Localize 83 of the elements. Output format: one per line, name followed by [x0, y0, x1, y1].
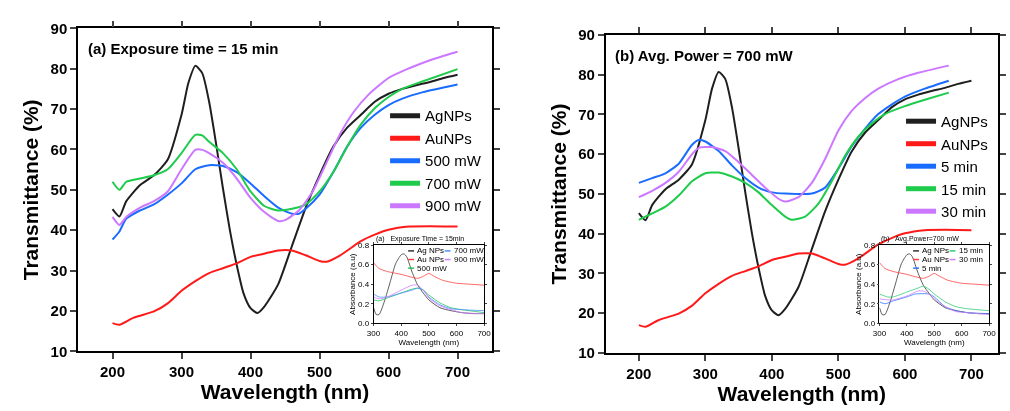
y-tick-label: 0.2 — [358, 299, 370, 309]
legend-label: 900 mW — [454, 255, 485, 264]
x-tick-label: 600 — [376, 363, 402, 381]
legend-label: AgNPs — [941, 113, 988, 131]
x-tick-label: 300 — [169, 363, 195, 381]
legend-label: 500 mW — [417, 264, 448, 273]
x-tick-label: 700 — [958, 364, 984, 382]
y-axis-title: Transmittance (%) — [546, 103, 570, 285]
x-tick-label: 700 — [982, 328, 997, 338]
y-tick-label: 90 — [578, 26, 595, 44]
x-tick-label: 500 — [927, 328, 942, 338]
line-series — [879, 285, 990, 312]
x-tick-label: 700 — [477, 328, 492, 338]
x-axis-title: Wavelength (nm) — [717, 381, 886, 405]
legend-label: AuNPs — [941, 135, 988, 153]
x-tick-label: 500 — [307, 363, 333, 381]
y-tick-label: 10 — [578, 344, 595, 362]
y-tick-label: 20 — [578, 304, 595, 322]
x-tick-label: 400 — [238, 363, 264, 381]
x-tick-label: 400 — [759, 364, 785, 382]
y-tick-label: 0.6 — [358, 260, 370, 270]
y-tick-label: 0.8 — [863, 240, 876, 250]
y-axis-title: Absorbance (a.u) — [347, 253, 357, 315]
y-tick-label: 0.4 — [863, 280, 876, 290]
x-tick-label: 400 — [900, 328, 915, 338]
legend-label: Ag NPs — [922, 246, 950, 255]
legend-label: 30 min — [941, 203, 987, 221]
x-axis-title: Wavelength (nm) — [398, 337, 460, 347]
y-tick-label: 80 — [50, 59, 68, 77]
x-tick-label: 300 — [692, 364, 718, 382]
legend-label: Au NPs — [922, 255, 950, 264]
y-tick-label: 90 — [50, 19, 68, 37]
text: (b) Avg. Power = 700 mW — [615, 47, 794, 64]
legend-label: AuNPs — [425, 129, 472, 147]
x-tick-label: 600 — [892, 364, 918, 382]
y-tick-label: 70 — [50, 100, 68, 118]
x-tick-label: 400 — [394, 328, 409, 338]
legend-label: 5 min — [922, 264, 942, 273]
legend-label: 15 min — [959, 246, 984, 255]
y-tick-label: 10 — [50, 342, 68, 360]
y-axis-title: Transmittance (%) — [19, 99, 43, 281]
y-tick-label: 0.2 — [863, 299, 876, 309]
line-series — [373, 262, 485, 286]
legend-label: 15 min — [941, 180, 987, 198]
x-tick-label: 500 — [825, 364, 851, 382]
y-tick-label: 0.4 — [358, 280, 370, 290]
text: (a) Exposure time = 15 min — [88, 40, 279, 57]
x-tick-label: 700 — [445, 363, 471, 381]
x-tick-label: 300 — [366, 328, 381, 338]
legend-label: 900 mW — [425, 197, 482, 215]
legend-label: AgNPs — [425, 107, 472, 125]
x-tick-label: 200 — [626, 364, 652, 382]
y-tick-label: 50 — [578, 185, 595, 203]
y-tick-label: 40 — [578, 224, 595, 242]
y-tick-label: 60 — [578, 145, 595, 163]
y-tick-label: 30 — [50, 261, 68, 279]
y-tick-label: 0.0 — [863, 319, 876, 329]
y-tick-label: 30 — [578, 264, 595, 282]
line-series — [879, 262, 990, 286]
x-axis-title: Wavelength (nm) — [903, 337, 965, 347]
y-tick-label: 60 — [50, 140, 68, 158]
x-tick-label: 300 — [872, 328, 887, 338]
legend-label: 500 mW — [425, 152, 482, 170]
y-tick-label: 0.8 — [358, 240, 370, 250]
y-tick-label: 0.6 — [863, 260, 876, 270]
y-tick-label: 20 — [50, 302, 68, 320]
legend-label: Ag NPs — [417, 246, 445, 255]
legend-label: 700 mW — [454, 246, 485, 255]
legend-label: 700 mW — [425, 174, 482, 192]
legend-label: Au NPs — [417, 255, 445, 264]
x-axis-title: Wavelength (nm) — [200, 380, 370, 404]
y-axis-title: Absorbance (a.u) — [853, 253, 863, 315]
y-tick-label: 70 — [578, 105, 595, 123]
y-tick-label: 50 — [50, 181, 68, 199]
legend-label: 30 min — [959, 255, 984, 264]
legend-label: 5 min — [941, 158, 978, 176]
y-tick-label: 80 — [578, 65, 595, 83]
x-tick-label: 600 — [954, 328, 969, 338]
y-tick-label: 40 — [50, 221, 68, 239]
y-tick-label: 0.0 — [358, 319, 370, 329]
x-tick-label: 200 — [100, 363, 126, 381]
x-tick-label: 600 — [449, 328, 464, 338]
x-tick-label: 500 — [422, 328, 437, 338]
